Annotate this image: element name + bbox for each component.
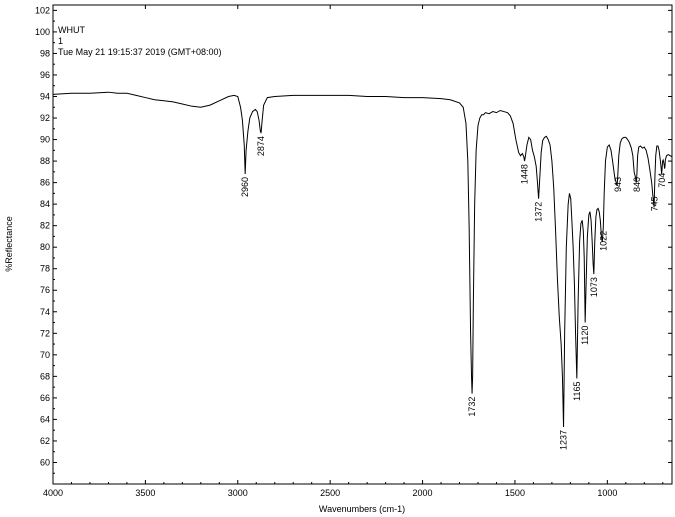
x-tick-label: 1000 xyxy=(597,488,617,498)
y-tick-label: 100 xyxy=(35,27,50,37)
y-tick-label: 64 xyxy=(40,414,50,424)
peak-labels: 2960 2874 1732 1448 1372 1237 1165 1120 1073 1022… xyxy=(240,136,667,450)
header-line-2: 1 xyxy=(58,36,63,46)
y-tick-label: 90 xyxy=(40,135,50,145)
peak-label-2874: 2874 xyxy=(256,136,266,156)
y-tick-label: 70 xyxy=(40,350,50,360)
x-tick-label: 1500 xyxy=(505,488,525,498)
y-axis-title: %Reflectance xyxy=(4,216,14,272)
x-tick-label: 2500 xyxy=(320,488,340,498)
y-tick-label: 72 xyxy=(40,328,50,338)
y-tick-label: 92 xyxy=(40,113,50,123)
peak-label-840: 840 xyxy=(632,177,642,192)
peak-label-1022: 1022 xyxy=(598,231,608,251)
y-tick-label: 76 xyxy=(40,285,50,295)
y-tick-label: 86 xyxy=(40,178,50,188)
y-tick-label: 98 xyxy=(40,48,50,58)
header-line-1: WHUT xyxy=(58,25,85,35)
header-line-3: Tue May 21 19:15:37 2019 (GMT+08:00) xyxy=(58,47,222,57)
x-tick-label: 3000 xyxy=(228,488,248,498)
header-block: WHUT 1 Tue May 21 19:15:37 2019 (GMT+08:… xyxy=(58,25,222,57)
peak-label-2960: 2960 xyxy=(240,177,250,197)
y-tick-label: 66 xyxy=(40,393,50,403)
peak-label-1073: 1073 xyxy=(589,277,599,297)
y-tick-label: 62 xyxy=(40,436,50,446)
y-tick-label: 82 xyxy=(40,221,50,231)
y-tick-label: 80 xyxy=(40,242,50,252)
y-tick-label: 94 xyxy=(40,91,50,101)
y-tick-label: 60 xyxy=(40,457,50,467)
x-tick-label: 4000 xyxy=(43,488,63,498)
y-axis: 60 62 64 66 68 70 72 74 76 78 80 82 84 86 88 90 92 94 96 98… xyxy=(35,5,672,474)
peak-label-1448: 1448 xyxy=(520,164,530,184)
spectrum-line xyxy=(52,91,673,427)
peak-label-704: 704 xyxy=(657,173,667,188)
peak-label-1372: 1372 xyxy=(534,202,544,222)
plot-frame xyxy=(52,4,673,485)
x-tick-label: 2000 xyxy=(413,488,433,498)
y-tick-label: 84 xyxy=(40,199,50,209)
peak-label-745: 745 xyxy=(649,196,659,211)
x-axis-title: Wavenumbers (cm-1) xyxy=(319,504,405,514)
y-tick-label: 68 xyxy=(40,371,50,381)
peak-label-1120: 1120 xyxy=(580,326,590,345)
peak-label-1165: 1165 xyxy=(572,382,582,401)
y-tick-label: 88 xyxy=(40,156,50,166)
peak-label-1237: 1237 xyxy=(559,430,569,450)
y-tick-label: 102 xyxy=(35,5,50,15)
x-axis: 4000 3500 3000 2500 2000 1500 1000 xyxy=(43,5,664,498)
y-tick-label: 96 xyxy=(40,70,50,80)
peak-label-943: 943 xyxy=(613,177,623,192)
y-tick-label: 78 xyxy=(40,264,50,274)
x-tick-label: 3500 xyxy=(135,488,155,498)
y-tick-label: 74 xyxy=(40,307,50,317)
peak-label-1732: 1732 xyxy=(467,397,477,417)
